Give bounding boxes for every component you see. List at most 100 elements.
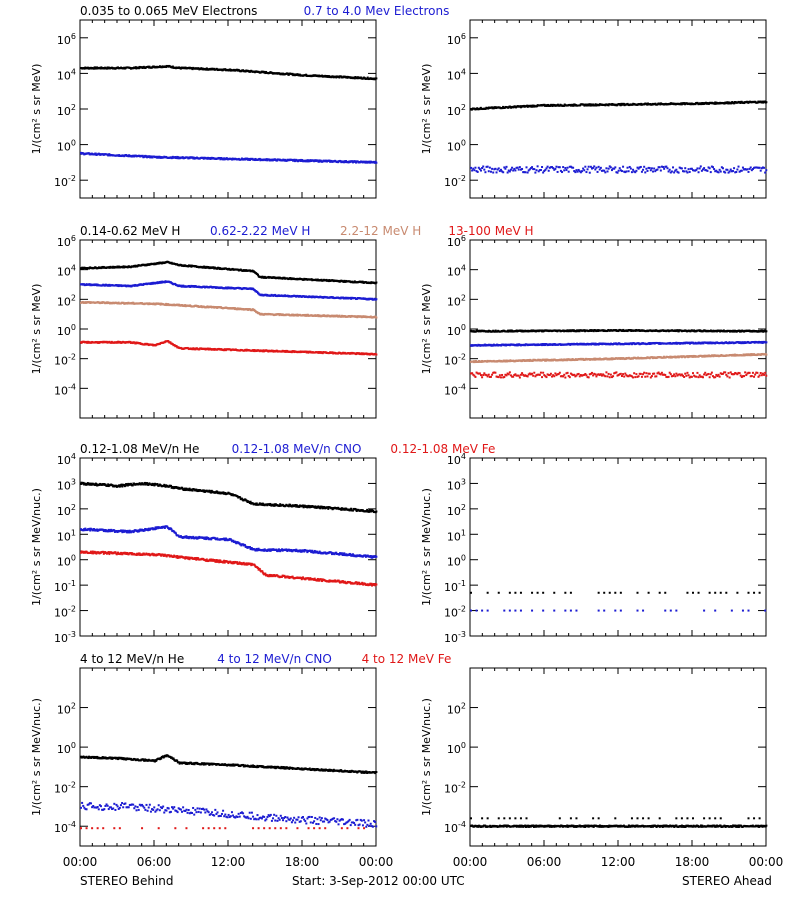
data-point [598,168,601,171]
data-point [81,266,84,269]
y-tick-label: 104 [57,67,76,82]
data-point [622,102,625,105]
data-point [583,329,586,332]
data-point [715,169,718,172]
data-point [478,168,481,171]
data-point [758,166,761,169]
data-point [700,169,703,172]
data-point [203,265,206,268]
data-point [274,293,277,296]
data-point [679,103,682,106]
data-point [693,169,696,172]
data-point [528,359,531,362]
data-point [129,340,132,343]
data-point [714,102,717,105]
data-point [250,309,253,312]
data-point [171,156,174,159]
data-point [675,168,678,171]
data-point [535,105,538,108]
data-point [306,160,309,163]
data-point [181,156,184,159]
data-point [264,72,267,75]
data-point [298,73,301,76]
data-point [202,157,205,160]
data-point [765,169,768,172]
data-point [122,265,125,268]
series-2-2-12-mev-h [80,300,378,319]
data-point [708,167,711,170]
data-point [525,166,528,169]
data-point [678,166,681,169]
data-point [713,168,716,171]
data-point [375,298,378,301]
data-point [675,341,678,344]
data-point [521,167,524,170]
data-point [471,169,474,172]
data-point [676,170,679,173]
data-point [546,165,549,168]
data-point [485,165,488,168]
data-point [492,107,495,110]
data-point [653,167,656,170]
data-point [473,169,476,172]
data-point [594,342,597,345]
data-point [481,167,484,170]
data-point [519,105,522,108]
data-point [375,77,378,80]
data-point [191,156,194,159]
data-point [126,266,129,269]
data-point [353,77,356,80]
data-point [563,104,566,107]
data-point [509,168,512,171]
data-point [361,77,364,80]
data-point [635,169,638,172]
data-point [596,170,599,173]
data-point [543,169,546,172]
data-point [761,166,764,169]
data-point [568,165,571,168]
y-tick-label: 104 [447,264,466,279]
legend-label: 0.035 to 0.065 MeV Electrons [80,4,257,18]
data-point [543,103,546,106]
data-point [541,166,544,169]
data-point [175,157,178,160]
y-tick-label: 100 [447,323,466,338]
data-point [369,161,372,164]
data-point [248,158,251,161]
data-point [659,169,662,172]
data-point [587,165,590,168]
data-point [582,167,585,170]
data-point [176,155,179,158]
data-point [676,329,679,332]
legend-label: 0.7 to 4.0 Mev Electrons [304,4,450,18]
data-point [576,170,579,173]
data-point [256,290,259,293]
data-point [735,171,738,174]
data-point [475,170,478,173]
data-point [759,169,762,172]
y-tick-label: 100 [57,323,76,338]
data-point [698,167,701,170]
y-axis-label: 1/(cm² s sr MeV) [30,284,43,375]
data-point [602,169,605,172]
data-point [719,170,722,173]
y-axis-label: 1/(cm² s sr MeV) [420,64,433,155]
data-point [242,69,245,72]
data-point [721,167,724,170]
data-point [82,152,85,155]
data-point [165,66,168,69]
data-point [751,168,754,171]
data-point [662,165,665,168]
data-point [368,160,371,163]
data-point [504,167,507,170]
data-point [375,316,378,319]
data-point [670,170,673,173]
data-point [80,341,83,344]
data-point [105,67,108,70]
data-point [665,165,668,168]
data-point [551,105,554,108]
data-point [361,280,364,283]
data-point [527,169,530,172]
series-series-0 [470,328,768,333]
data-point [704,169,707,172]
